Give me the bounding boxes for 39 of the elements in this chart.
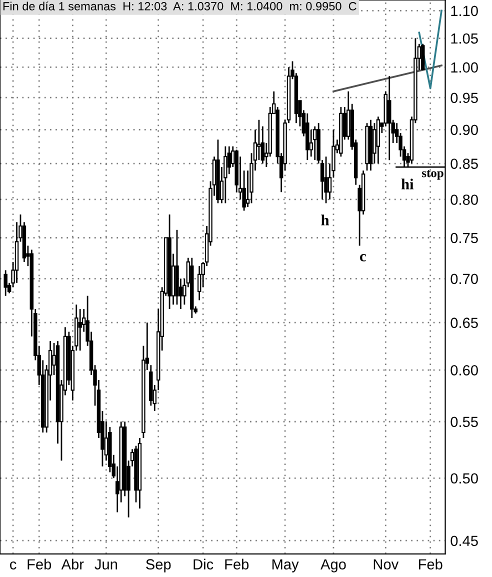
annotation: hi bbox=[401, 178, 414, 190]
candlestick bbox=[257, 119, 261, 161]
y-tick-label: 1.05 bbox=[451, 33, 478, 44]
y-tick-label: 0.65 bbox=[450, 318, 478, 328]
x-tick-label: Feb bbox=[418, 558, 442, 570]
annotation: c bbox=[360, 254, 366, 262]
x-tick-label: Sep bbox=[146, 559, 171, 572]
y-tick-label: 0.50 bbox=[450, 473, 478, 484]
x-tick-label: Abr bbox=[61, 558, 84, 570]
candlestick bbox=[388, 75, 392, 161]
candlestick bbox=[197, 265, 202, 301]
x-tick-label: Dic bbox=[194, 558, 214, 570]
y-tick-label: 0.70 bbox=[450, 274, 478, 284]
candlestick bbox=[324, 156, 328, 204]
x-tick-label: Feb bbox=[28, 558, 52, 570]
annotation: h bbox=[321, 214, 330, 226]
candlestick bbox=[421, 43, 425, 71]
y-tick-label: 1.00 bbox=[451, 62, 478, 73]
y-tick-label: 0.45 bbox=[450, 536, 478, 546]
y-tick-label: 0.60 bbox=[450, 365, 478, 376]
candlestick bbox=[224, 146, 228, 204]
y-tick-label: 0.55 bbox=[450, 416, 478, 428]
x-tick-label: Feb bbox=[225, 558, 249, 570]
chart-title: Fin de día 1 semanas H: 12:03 A: 1.0370 M: 1.0400 m: 0.9950 C bbox=[3, 2, 356, 10]
x-tick-label: Ago bbox=[320, 559, 346, 572]
y-tick-label: 1.10 bbox=[451, 6, 478, 16]
y-tick-label: 0.90 bbox=[450, 124, 478, 136]
y-tick-label: 0.85 bbox=[450, 158, 478, 169]
candlestick bbox=[78, 308, 82, 352]
x-tick-label: Nov bbox=[374, 559, 399, 570]
y-tick-label: 0.75 bbox=[450, 232, 478, 244]
candlestick bbox=[4, 270, 8, 297]
y-tick-label: 0.95 bbox=[450, 92, 478, 104]
candlestick bbox=[312, 126, 317, 161]
x-tick-label: c bbox=[10, 562, 16, 570]
x-tick-label: May bbox=[272, 559, 299, 572]
y-tick-label: 0.80 bbox=[450, 194, 478, 205]
ref-line-label: stop bbox=[422, 170, 444, 180]
x-tick-label: Jun bbox=[94, 559, 117, 570]
